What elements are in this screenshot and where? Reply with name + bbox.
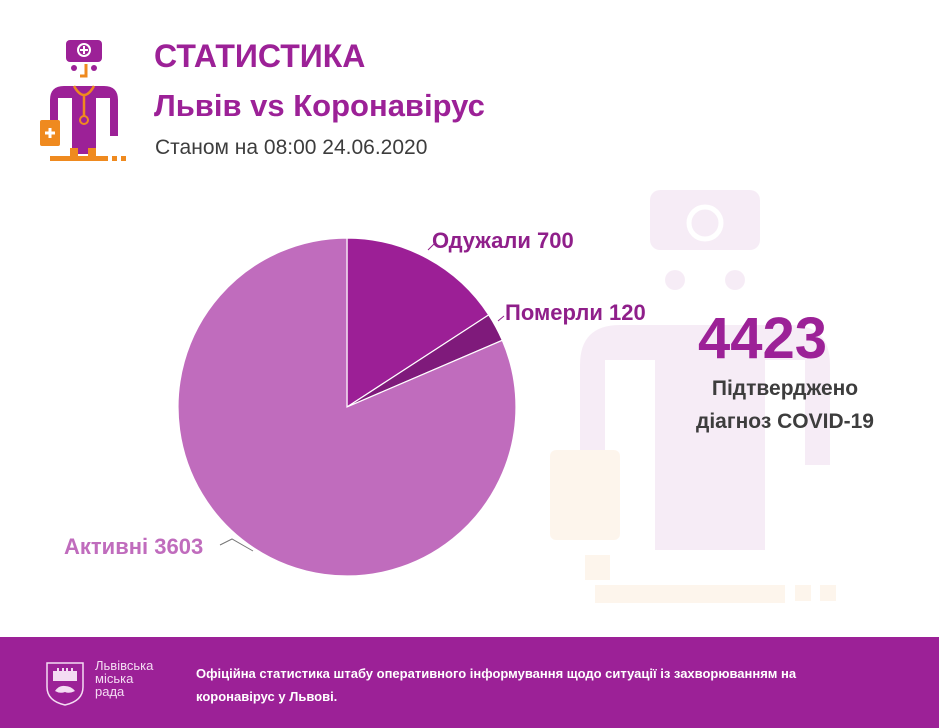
slice-recovered xyxy=(346,237,490,409)
org-name: Львівська міська рада xyxy=(95,659,153,698)
page-title: СТАТИСТИКА xyxy=(154,38,366,74)
total-confirmed: 4423 xyxy=(698,306,828,371)
total-caption: Підтверджено діагноз COVID-19 xyxy=(660,372,910,438)
leader-line-died xyxy=(497,315,505,322)
label-recovered: Одужали 700 xyxy=(432,228,574,253)
footer-description: Офіційна статистика штабу оперативного і… xyxy=(196,666,797,704)
pie-slices xyxy=(177,237,517,577)
caption-line-2: діагноз COVID-19 xyxy=(696,410,874,433)
org-line-3: рада xyxy=(95,684,125,699)
date-line: Станом на 08:00 24.06.2020 xyxy=(155,136,428,159)
org-line-1: Львівська xyxy=(95,658,154,673)
lviv-coat-of-arms-icon xyxy=(46,662,84,706)
page-subtitle: Львів vs Коронавірус xyxy=(154,88,485,123)
doctor-watermark-icon xyxy=(550,190,836,603)
caption-line-1: Підтверджено xyxy=(711,377,859,400)
label-died: Померли 120 xyxy=(505,300,646,325)
doctor-icon xyxy=(40,40,126,161)
leader-line-recovered xyxy=(427,243,435,251)
slice-active xyxy=(177,237,517,577)
leader-line-active xyxy=(219,538,254,552)
pie-chart xyxy=(177,237,517,577)
org-line-2: міська xyxy=(95,671,134,686)
label-active: Активні 3603 xyxy=(64,534,204,559)
footer-bar xyxy=(0,637,939,728)
